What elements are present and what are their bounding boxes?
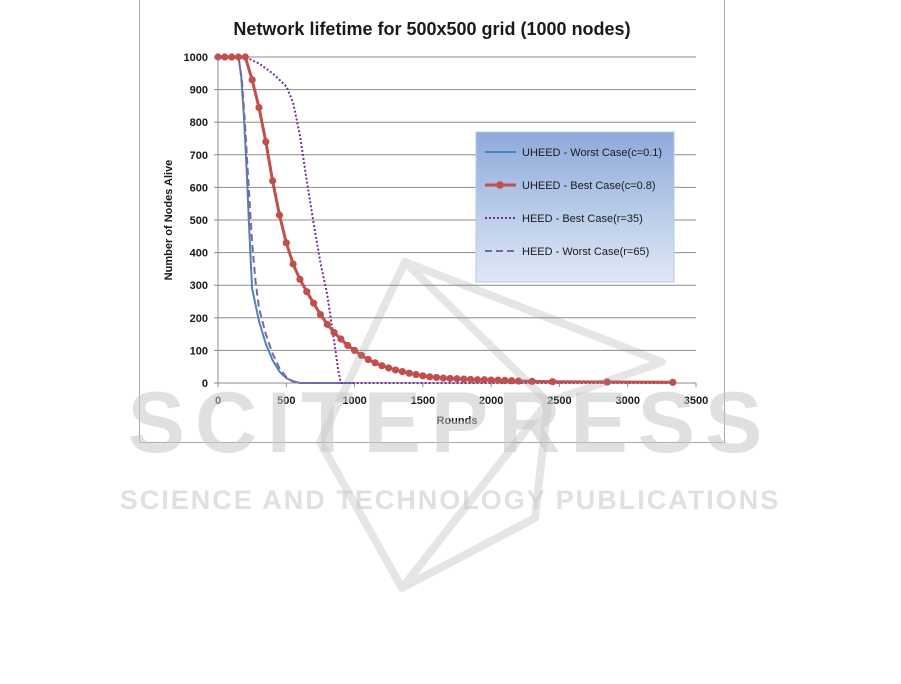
- data-point: [439, 374, 447, 382]
- y-tick-label: 200: [190, 313, 208, 325]
- data-point: [473, 376, 482, 384]
- legend-marker: [496, 181, 504, 189]
- data-point: [269, 177, 277, 185]
- data-point: [241, 53, 249, 61]
- data-point: [228, 53, 236, 61]
- x-tick-label: 3000: [615, 395, 639, 407]
- data-point: [460, 375, 468, 383]
- x-tick-label: 3500: [684, 395, 708, 407]
- legend-box: [475, 131, 675, 283]
- x-tick-label: 2500: [547, 395, 571, 407]
- data-point: [419, 372, 427, 380]
- x-axis-label: Rounds: [437, 415, 478, 427]
- y-tick-label: 600: [190, 182, 208, 194]
- data-point: [330, 328, 338, 337]
- y-tick-label: 800: [190, 117, 208, 129]
- y-tick-label: 500: [190, 215, 208, 227]
- gridlines: [218, 56, 696, 351]
- data-point: [378, 362, 386, 370]
- chart-svg: Network lifetime for 500x500 grid (1000 …: [163, 19, 708, 427]
- data-point: [255, 103, 263, 112]
- data-point: [303, 288, 311, 296]
- x-tick-label: 2000: [479, 395, 503, 407]
- series-layer: [214, 53, 677, 386]
- data-point: [501, 376, 509, 384]
- data-point: [514, 377, 523, 385]
- y-tick-label: 0: [202, 378, 208, 390]
- watermark-tagline: SCIENCE AND TECHNOLOGY PUBLICATIONS: [120, 485, 781, 515]
- data-point: [398, 367, 406, 376]
- data-point: [412, 370, 420, 379]
- data-point: [282, 239, 290, 247]
- data-point: [221, 53, 229, 61]
- y-tick-label: 1000: [184, 52, 208, 64]
- data-point: [446, 374, 454, 383]
- data-point: [296, 275, 304, 283]
- legend-label-2: HEED - Best Case(r=35): [522, 213, 643, 225]
- data-point: [549, 378, 557, 386]
- data-point: [453, 375, 461, 383]
- data-point: [426, 373, 434, 381]
- y-tick-label: 300: [190, 280, 208, 292]
- data-point: [603, 378, 611, 386]
- y-axis-label: Number of Nodes Alive: [163, 160, 175, 281]
- data-point: [310, 299, 318, 307]
- x-tick-label: 500: [277, 395, 295, 407]
- data-point: [371, 359, 379, 367]
- chart-title: Network lifetime for 500x500 grid (1000 …: [233, 19, 630, 39]
- data-point: [364, 355, 372, 364]
- data-point: [316, 310, 325, 319]
- x-tick-label: 1500: [411, 395, 435, 407]
- data-point: [467, 375, 475, 384]
- data-point: [214, 53, 222, 61]
- y-tick-label: 400: [190, 248, 208, 260]
- data-point: [337, 335, 345, 343]
- legend: UHEED - Worst Case(c=0.1) UHEED - Best Ca…: [475, 131, 675, 283]
- x-tick-label: 0: [215, 395, 221, 407]
- y-tick-label: 700: [190, 150, 208, 162]
- data-point: [385, 364, 393, 372]
- y-tick-label: 900: [190, 85, 208, 97]
- data-point: [289, 260, 297, 268]
- chart-frame: Network lifetime for 500x500 grid (1000 …: [139, 0, 725, 443]
- data-point: [262, 138, 270, 146]
- data-point: [357, 351, 365, 359]
- legend-label-0: UHEED - Worst Case(c=0.1): [522, 147, 662, 159]
- x-tick-label: 1000: [342, 395, 366, 407]
- data-point: [248, 76, 256, 84]
- y-tick-label: 100: [190, 345, 208, 357]
- data-point: [528, 377, 536, 385]
- data-point: [323, 320, 331, 328]
- data-point: [480, 376, 488, 384]
- data-point: [344, 341, 352, 350]
- legend-label-1: UHEED - Best Case(c=0.8): [522, 180, 656, 192]
- data-point: [350, 346, 359, 354]
- data-point: [275, 211, 284, 219]
- data-point: [391, 366, 400, 374]
- series-line-3: [218, 56, 355, 384]
- data-point: [432, 373, 441, 382]
- data-point: [487, 376, 495, 384]
- series-line-2: [218, 56, 673, 384]
- data-point: [234, 53, 243, 61]
- data-point: [405, 369, 413, 377]
- data-point: [669, 378, 677, 386]
- data-point: [508, 377, 516, 385]
- legend-label-3: HEED - Worst Case(r=65): [522, 246, 649, 258]
- data-point: [494, 376, 502, 384]
